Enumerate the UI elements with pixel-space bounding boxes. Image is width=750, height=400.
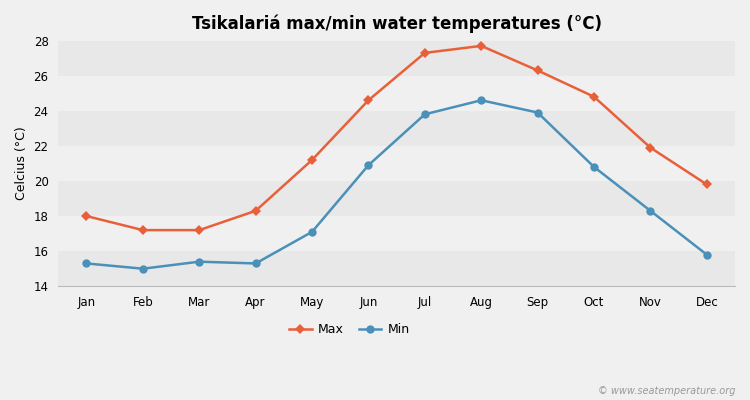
- Bar: [58, 181, 735, 216]
- Max: [195, 228, 204, 232]
- Min: [590, 164, 598, 169]
- Title: Tsikalariá max/min water temperatures (°C): Tsikalariá max/min water temperatures (°…: [192, 15, 602, 34]
- Min: [420, 112, 429, 117]
- Min: [364, 163, 373, 168]
- Bar: [58, 251, 735, 286]
- Max: [308, 158, 316, 162]
- Max: [590, 94, 598, 99]
- Min: [195, 259, 204, 264]
- Line: Min: Min: [82, 96, 711, 273]
- Max: [251, 208, 260, 213]
- Max: [533, 68, 542, 73]
- Line: Max: Max: [83, 42, 710, 234]
- Min: [646, 208, 655, 213]
- Y-axis label: Celcius (°C): Celcius (°C): [15, 126, 28, 200]
- Text: © www.seatemperature.org: © www.seatemperature.org: [598, 386, 735, 396]
- Min: [82, 261, 91, 266]
- Max: [364, 98, 373, 103]
- Min: [308, 230, 316, 234]
- Bar: [58, 41, 735, 76]
- Legend: Max, Min: Max, Min: [284, 318, 415, 342]
- Bar: [58, 111, 735, 146]
- Max: [646, 145, 655, 150]
- Min: [477, 98, 486, 103]
- Bar: [58, 146, 735, 181]
- Max: [420, 50, 429, 55]
- Bar: [58, 76, 735, 111]
- Min: [702, 252, 711, 257]
- Min: [533, 110, 542, 115]
- Max: [477, 44, 486, 48]
- Max: [82, 214, 91, 218]
- Min: [251, 261, 260, 266]
- Max: [138, 228, 147, 232]
- Min: [138, 266, 147, 271]
- Bar: [58, 216, 735, 251]
- Max: [702, 182, 711, 187]
